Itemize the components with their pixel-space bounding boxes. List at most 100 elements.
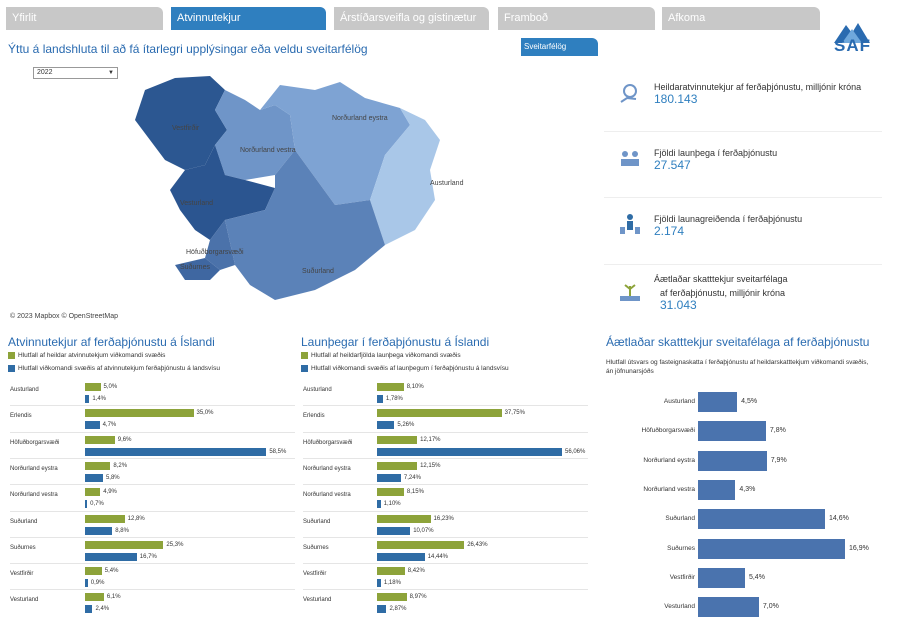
bar-value-label: 0,7% [90,501,104,508]
bar [377,473,401,482]
bar-value-label: 5,4% [748,573,765,581]
bar [377,579,381,588]
bar [698,479,736,500]
row-divider [303,457,588,459]
map-label-austurland: Austurland [430,180,464,187]
traveler-icon [620,214,640,234]
bar-value-label: 5,0% [103,384,118,390]
bar-value-label: 7,8% [769,427,786,435]
bar [377,421,395,430]
bar [85,461,111,470]
map-region-nordurland-vestra[interactable] [215,90,295,180]
category-label: Höfuðborgarsvæði [641,427,695,435]
bar [377,593,407,602]
row-divider [10,457,295,459]
bar [85,579,88,588]
category-label: Suðurland [303,518,331,525]
map-region-austurland[interactable] [370,108,440,245]
map-label-nordurland-vestra: Norðurland vestra [240,147,296,154]
tab-yfirlit[interactable]: Yfirlit [6,7,163,30]
bar-value-label: 35,0% [196,410,214,417]
category-label: Suðurland [665,515,695,523]
row-divider [303,405,588,407]
legend-item: Hlutfall af heildar atvinnutekjum viðkom… [8,352,165,359]
map-region-sudurnes[interactable] [175,258,220,280]
bar-value-label: 16,23% [433,515,454,522]
iceland-map[interactable] [115,70,515,310]
map-region-vestfirdir[interactable] [135,76,227,170]
bar-value-label: 4,7% [102,422,117,429]
map-label-vesturland: Vesturland [180,200,214,207]
saf-logo-text: SAF [834,36,871,55]
money-hand-icon [620,84,637,103]
bar [698,450,767,471]
legend-item: Hlutfall viðkomandi svæðis af atvinnutek… [8,365,220,372]
row-divider [10,589,295,591]
map-region-sudurland[interactable] [225,150,385,300]
map-title: Ýttu á landshluta til að fá ítarlegri up… [8,42,368,56]
category-label: Norðurland eystra [303,465,351,472]
bar-value-label: 8,2% [113,462,128,469]
bar [377,500,381,509]
row-divider [10,431,295,433]
category-label: Suðurnes [303,544,329,551]
workers-icon [621,151,639,166]
category-label: Vestfirðir [669,573,695,581]
legend-swatch-green [301,352,308,359]
kpi-value: 27.547 [654,158,691,172]
category-label: Norðurland vestra [10,492,58,499]
map-label-nordurland-eystra: Norðurland eystra [332,115,388,122]
sveitarfelog-button[interactable]: Sveitarfélög [521,38,598,56]
skatttekjur-chart-title: Áætlaðar skatttekjur sveitafélaga af fer… [606,335,870,349]
bar [85,421,100,430]
bar-value-label: 8,8% [115,527,129,534]
category-label: Vesturland [303,597,332,604]
row-divider [10,536,295,538]
bar [377,567,405,576]
category-label: Vesturland [10,597,39,604]
kpi-label: Heildaratvinnutekjur af ferðaþjónustu, m… [654,82,862,92]
bar-value-label: 4,5% [741,398,758,405]
bar [85,447,267,456]
category-label: Norðurland eystra [643,456,695,464]
row-divider [10,510,295,512]
bar-value-label: 7,0% [762,603,779,611]
map-label-sudurnes: Suðurnes [180,264,210,271]
bar-value-label: 8,10% [406,384,424,390]
tab-frambod[interactable]: Framboð [498,7,655,30]
bar-value-label: 1,78% [385,396,403,402]
bar [698,421,766,442]
bar-value-label: 1,18% [383,580,401,587]
category-label: Austurland [303,387,332,393]
map-label-hofudborgarsvaedi: Höfuðborgarsvæði [186,249,244,256]
category-label: Suðurnes [667,544,695,552]
map-region-vesturland[interactable] [170,145,275,240]
tab-arstidarsveifla[interactable]: Árstíðarsveifla og gistinætur [334,7,489,30]
year-select[interactable]: 2022 ▼ [33,67,118,79]
bar [377,435,418,444]
category-label: Erlendis [10,413,32,420]
legend-label: Hlutfall viðkomandi svæðis af launþegum … [311,365,509,373]
category-label: Höfuðborgarsvæði [303,439,353,446]
bar-value-label: 14,44% [427,553,448,560]
tab-afkoma[interactable]: Afkoma [662,7,820,30]
category-label: Austurland [663,398,695,405]
map-label-vestfirdir: Vestfirðir [172,125,200,132]
tab-atvinnutekjur[interactable]: Atvinnutekjur [171,7,326,30]
row-divider [303,536,588,538]
bar [85,435,115,444]
chevron-down-icon: ▼ [108,70,114,76]
kpi-label: af ferðaþjónustu, milljónir króna [660,288,786,298]
row-divider [10,563,295,565]
bar [85,383,101,391]
row-divider [303,510,588,512]
bar-value-label: 5,4% [104,568,119,575]
bar-value-label: 1,4% [92,396,107,402]
bar-value-label: 2,87% [389,606,407,613]
row-divider [303,589,588,591]
bar-value-label: 26,43% [467,541,488,548]
bar [377,447,562,456]
map-region-nordurland-eystra[interactable] [260,82,410,205]
map-region-hofudborgarsvaedi[interactable] [205,220,235,270]
kpi-skatttekjur: Áætlaðar skatttekjur sveitarfélaga af fe… [604,262,882,322]
